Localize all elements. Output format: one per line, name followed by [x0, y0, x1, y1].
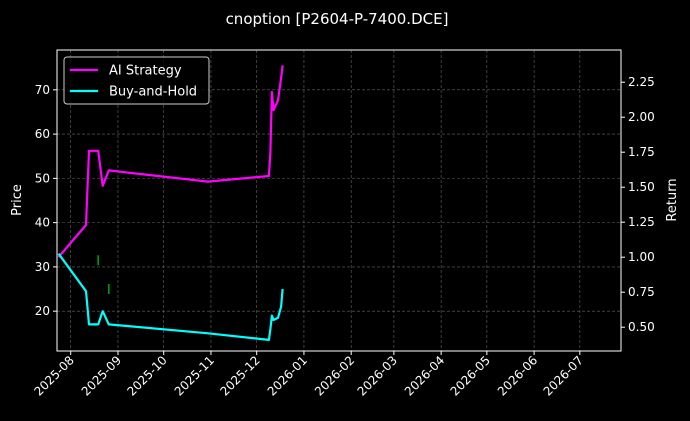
y-tick-label: 20: [35, 304, 50, 318]
series-line-ai-strategy: [57, 65, 284, 258]
series-layer: [57, 65, 284, 341]
series-line-buy-and-hold: [57, 252, 284, 341]
markers-layer: [97, 255, 110, 295]
legend: AI Strategy Buy-and-Hold: [63, 56, 210, 105]
y-tick-label: 30: [35, 260, 50, 274]
y2-tick-label: 0.50: [628, 320, 655, 334]
y2-tick-label: 1.50: [628, 180, 655, 194]
y2-tick-label: 1.75: [628, 145, 655, 159]
y-tick-label: 70: [35, 83, 50, 97]
y2-tick-label: 1.00: [628, 250, 655, 264]
legend-box: [63, 56, 210, 105]
y-axis-label: Price: [10, 184, 25, 216]
y2-tick-label: 2.25: [628, 75, 655, 89]
y-axis-right: 0.50 0.75 1.00 1.25 1.50 1.75 2.00 2.25: [621, 75, 655, 334]
legend-label: Buy-and-Hold: [109, 85, 197, 100]
y2-tick-label: 0.75: [628, 285, 655, 299]
y-tick-label: 40: [35, 216, 50, 230]
y2-tick-label: 2.00: [628, 110, 655, 124]
y2-axis-label: Return: [665, 178, 680, 221]
legend-label: AI Strategy: [109, 64, 182, 79]
y-axis-left: 20 30 40 50 60 70: [35, 83, 57, 318]
chart-title: cnoption [P2604-P-7400.DCE]: [226, 10, 449, 28]
y-tick-label: 60: [35, 127, 50, 141]
plot-frame: [56, 49, 622, 352]
y-tick-label: 50: [35, 171, 50, 185]
y2-tick-label: 1.25: [628, 215, 655, 229]
